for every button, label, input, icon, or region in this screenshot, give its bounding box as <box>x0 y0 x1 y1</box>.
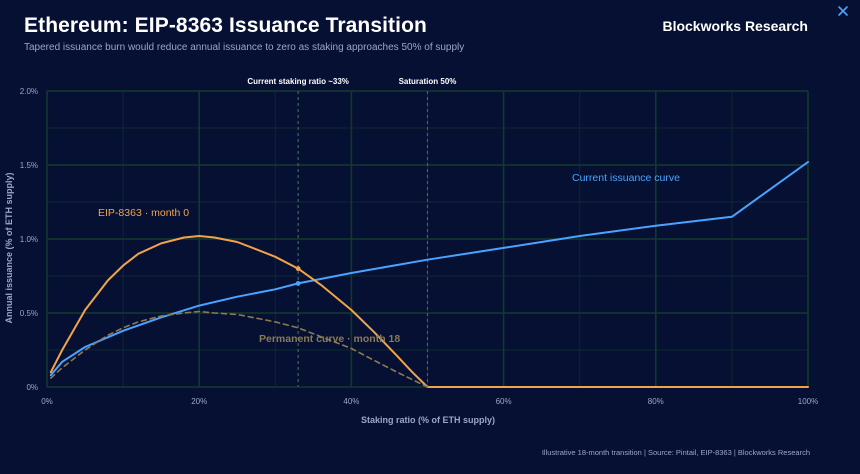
y-tick-label: 0.5% <box>20 309 38 318</box>
current-ratio-dot <box>295 266 301 271</box>
permanent-curve-month18 <box>50 310 429 388</box>
x-tick-label: 0% <box>41 397 53 406</box>
close-icon[interactable] <box>836 4 850 18</box>
label-layer: Current issuance curve EIP-8363 · month 0… <box>98 172 680 345</box>
current-issuance-curve-label: Current issuance curve <box>572 172 680 184</box>
current-ratio-dot <box>295 281 301 286</box>
y-tick-label: 2.0% <box>20 87 38 96</box>
x-tick-label: 40% <box>343 397 359 406</box>
eip-8363-month0-curve <box>49 235 809 388</box>
permanent-curve-month18-label: Permanent curve · month 18 <box>259 333 400 345</box>
eip-8363-month0-curve-label: EIP-8363 · month 0 <box>98 207 189 219</box>
y-axis-title: Annual issuance (% of ETH supply) <box>4 172 14 323</box>
marker-layer: Current staking ratio ~33% Saturation 50% <box>247 77 456 387</box>
x-tick-label: 100% <box>798 397 818 406</box>
marker-label: Saturation 50% <box>399 77 457 86</box>
footer-note: Illustrative 18-month transition | Sourc… <box>541 448 810 457</box>
series-layer <box>49 161 809 388</box>
chart-title: Ethereum: EIP-8363 Issuance Transition <box>24 14 427 37</box>
tick-layer: 0% 20% 40% 60% 80% 100% 0% 0.5% 1.0% 1.5% 2.0% <box>20 87 818 406</box>
x-axis-title: Staking ratio (% of ETH supply) <box>361 415 495 425</box>
y-tick-label: 1.5% <box>20 161 38 170</box>
marker-label: Current staking ratio ~33% <box>247 77 349 86</box>
x-tick-label: 60% <box>496 397 512 406</box>
x-tick-label: 20% <box>191 397 207 406</box>
x-tick-label: 80% <box>648 397 664 406</box>
brand-label: Blockworks Research <box>662 18 808 34</box>
y-tick-label: 0% <box>26 383 38 392</box>
chart-subtitle: Tapered issuance burn would reduce annua… <box>24 42 465 53</box>
current-issuance-curve <box>49 161 809 377</box>
y-tick-label: 1.0% <box>20 235 38 244</box>
